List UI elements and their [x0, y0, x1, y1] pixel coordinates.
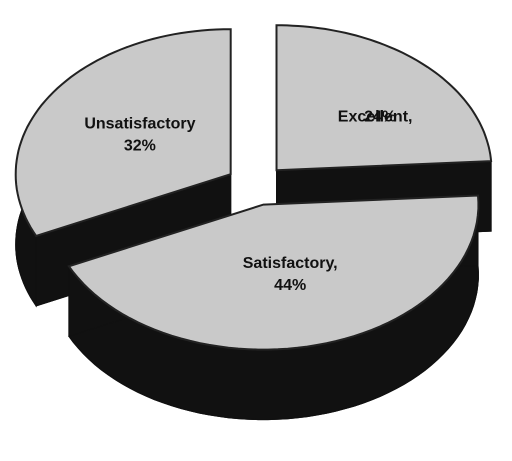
slice-value-label: 24%	[364, 109, 396, 126]
slice-label: Unsatisfactory	[84, 116, 195, 133]
slice	[14, 28, 232, 238]
slice-label: Excellent,	[338, 109, 413, 126]
slice	[275, 24, 493, 172]
slice-value-label: 32%	[124, 138, 156, 155]
slice-label: Satisfactory,	[243, 255, 338, 272]
slice	[67, 194, 480, 351]
slice-value-label: 44%	[274, 277, 306, 294]
